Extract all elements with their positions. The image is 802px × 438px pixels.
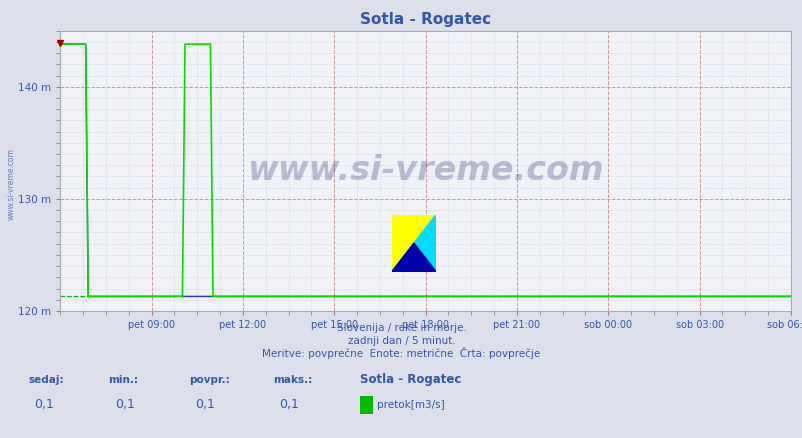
Text: 0,1: 0,1: [195, 398, 215, 411]
Text: 0,1: 0,1: [115, 398, 135, 411]
Text: sedaj:: sedaj:: [28, 375, 63, 385]
Polygon shape: [391, 243, 435, 272]
Title: Sotla - Rogatec: Sotla - Rogatec: [359, 12, 491, 27]
Text: maks.:: maks.:: [273, 375, 312, 385]
Text: min.:: min.:: [108, 375, 138, 385]
Text: pretok[m3/s]: pretok[m3/s]: [377, 400, 444, 410]
Polygon shape: [391, 215, 435, 272]
Polygon shape: [391, 215, 435, 272]
Text: Meritve: povprečne  Enote: metrične  Črta: povprečje: Meritve: povprečne Enote: metrične Črta:…: [262, 347, 540, 359]
Text: Sotla - Rogatec: Sotla - Rogatec: [359, 373, 460, 386]
Text: zadnji dan / 5 minut.: zadnji dan / 5 minut.: [347, 336, 455, 346]
Text: povpr.:: povpr.:: [188, 375, 229, 385]
Text: Slovenija / reke in morje.: Slovenija / reke in morje.: [336, 323, 466, 333]
Text: 0,1: 0,1: [34, 398, 55, 411]
Text: www.si-vreme.com: www.si-vreme.com: [247, 154, 603, 187]
Text: www.si-vreme.com: www.si-vreme.com: [6, 148, 16, 220]
Text: 0,1: 0,1: [279, 398, 299, 411]
